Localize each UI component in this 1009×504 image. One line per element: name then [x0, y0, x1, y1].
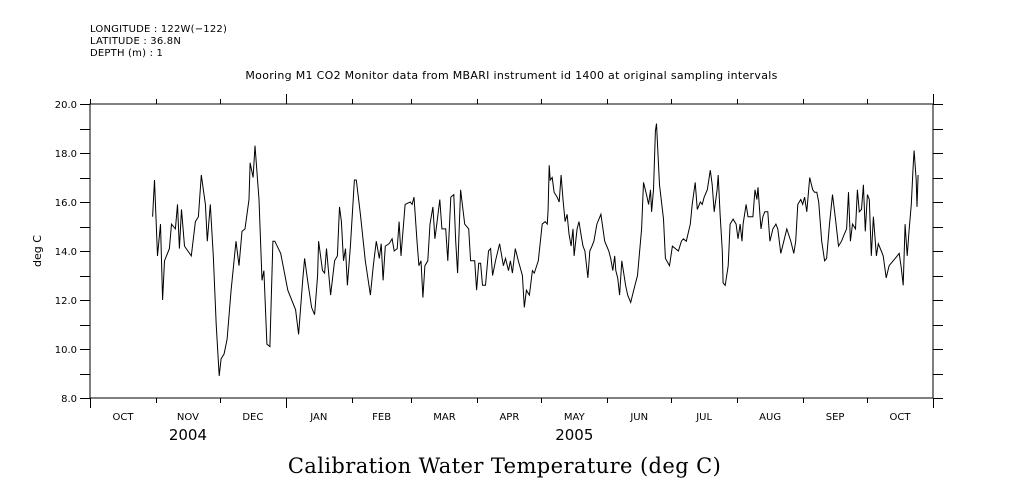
x-tick-label: MAY	[564, 412, 586, 423]
longitude-label: LONGITUDE : 122W(−122)	[90, 24, 228, 35]
axes-group	[89, 103, 934, 399]
y-tick-label: 18.0	[55, 149, 77, 160]
series-line	[152, 123, 919, 376]
x-tick-label: SEP	[826, 412, 845, 423]
year-label: 2004	[169, 426, 207, 444]
y-tick-label: 20.0	[55, 100, 77, 111]
plot-frame	[89, 103, 934, 399]
x-tick-label: FEB	[372, 412, 391, 423]
x-tick-label: OCT	[113, 412, 135, 423]
x-tick-label: NOV	[177, 412, 199, 423]
y-tick-label: 8.0	[61, 394, 77, 405]
x-tick-label: APR	[499, 412, 519, 423]
y-axis-label: deg C	[31, 235, 44, 267]
latitude-label: LATITUDE : 36.8N	[90, 36, 182, 47]
x-tick-label: JUL	[695, 412, 712, 423]
y-tick-label: 16.0	[55, 198, 77, 209]
y-tick-label: 12.0	[55, 296, 77, 307]
y-ticks-group: 8.0 10.0 12.0 14.0 16.0 18.0 20.0	[55, 100, 943, 405]
y-tick-label: 14.0	[55, 247, 77, 258]
y-tick-label: 10.0	[55, 345, 77, 356]
x-ticks-group: OCT NOV DEC JAN FEB MAR APR MAY JUN JUL AUG SEP OCT 2…	[90, 94, 934, 444]
depth-label: DEPTH (m) : 1	[90, 48, 164, 59]
x-tick-label: OCT	[890, 412, 912, 423]
x-tick-label: MAR	[433, 412, 455, 423]
chart-title: Calibration Water Temperature (deg C)	[287, 454, 722, 478]
x-tick-label: JUN	[629, 412, 648, 423]
chart-subtitle: Mooring M1 CO2 Monitor data from MBARI i…	[245, 69, 778, 82]
year-label: 2005	[555, 426, 593, 444]
x-tick-label: AUG	[759, 412, 781, 423]
series-group	[152, 123, 919, 376]
x-tick-label: JAN	[309, 412, 327, 423]
x-tick-label: DEC	[242, 412, 263, 423]
